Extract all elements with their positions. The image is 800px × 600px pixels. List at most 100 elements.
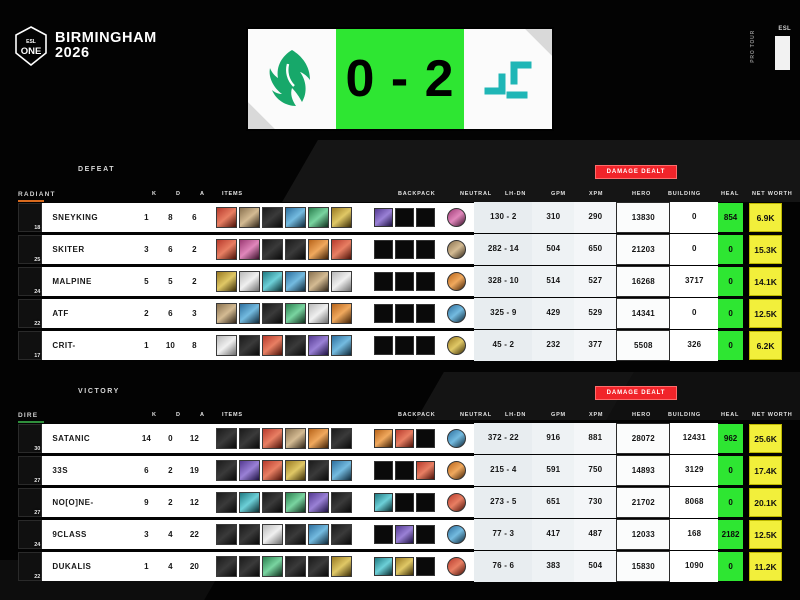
item-slot-icon[interactable] <box>285 524 307 545</box>
item-slot-icon[interactable] <box>331 303 353 324</box>
item-slot-icon[interactable] <box>239 303 261 324</box>
backpack-slot-icon[interactable] <box>416 461 436 480</box>
hero-portrait[interactable]: 25 <box>18 235 43 264</box>
neutral-item-icon[interactable] <box>447 557 467 576</box>
backpack-slot-icon[interactable] <box>416 336 436 355</box>
item-slot-icon[interactable] <box>308 556 330 577</box>
hero-portrait[interactable]: 18 <box>18 203 43 232</box>
item-slot-icon[interactable] <box>331 492 353 513</box>
backpack-slot-icon[interactable] <box>395 208 415 227</box>
item-slot-icon[interactable] <box>262 492 284 513</box>
player-row[interactable]: 27 NO[O]NE- 9 2 12 273 - 5 651 730 21702 8068 0 20.… <box>18 487 782 518</box>
neutral-item-icon[interactable] <box>447 304 467 323</box>
item-slot-icon[interactable] <box>216 556 238 577</box>
player-name[interactable]: ATF <box>52 309 69 318</box>
backpack-slot-icon[interactable] <box>374 461 394 480</box>
neutral-item-icon[interactable] <box>447 208 467 227</box>
neutral-item-slot[interactable] <box>447 208 467 227</box>
item-slot-icon[interactable] <box>285 239 307 260</box>
player-row[interactable]: 22 DUKALIS 1 4 20 76 - 6 383 504 15830 1090 0 11.2K <box>18 551 782 582</box>
neutral-item-icon[interactable] <box>447 272 467 291</box>
neutral-item-slot[interactable] <box>447 272 467 291</box>
item-slot-icon[interactable] <box>331 460 353 481</box>
neutral-item-icon[interactable] <box>447 240 467 259</box>
item-slot-icon[interactable] <box>239 460 261 481</box>
player-row[interactable]: 24 MALPINE 5 5 2 328 - 10 514 527 16268 3717 0 14.1… <box>18 266 782 297</box>
item-slot-icon[interactable] <box>285 492 307 513</box>
item-slot-icon[interactable] <box>308 239 330 260</box>
backpack-slot-icon[interactable] <box>395 461 415 480</box>
backpack-slot-icon[interactable] <box>416 429 436 448</box>
item-slot-icon[interactable] <box>239 239 261 260</box>
item-slot-icon[interactable] <box>331 207 353 228</box>
item-slot-icon[interactable] <box>308 303 330 324</box>
item-slot-icon[interactable] <box>216 428 238 449</box>
hero-portrait[interactable]: 17 <box>18 331 43 360</box>
player-name[interactable]: DUKALIS <box>52 562 92 571</box>
item-slot-icon[interactable] <box>216 271 238 292</box>
player-name[interactable]: CRIT- <box>52 341 76 350</box>
player-row[interactable]: 27 33S 6 2 19 215 - 4 591 750 14893 3129 0 17.4K <box>18 455 782 486</box>
neutral-item-slot[interactable] <box>447 493 467 512</box>
backpack-slot-icon[interactable] <box>395 429 415 448</box>
backpack-slot-icon[interactable] <box>416 493 436 512</box>
player-name[interactable]: MALPINE <box>52 277 92 286</box>
item-slot-icon[interactable] <box>331 524 353 545</box>
item-slot-icon[interactable] <box>239 492 261 513</box>
item-slot-icon[interactable] <box>331 556 353 577</box>
item-slot-icon[interactable] <box>262 271 284 292</box>
item-slot-icon[interactable] <box>262 207 284 228</box>
neutral-item-slot[interactable] <box>447 557 467 576</box>
item-slot-icon[interactable] <box>308 271 330 292</box>
player-name[interactable]: 33S <box>52 466 69 475</box>
backpack-slot-icon[interactable] <box>416 240 436 259</box>
item-slot-icon[interactable] <box>285 207 307 228</box>
item-slot-icon[interactable] <box>239 556 261 577</box>
item-slot-icon[interactable] <box>239 207 261 228</box>
neutral-item-icon[interactable] <box>447 461 467 480</box>
neutral-item-icon[interactable] <box>447 493 467 512</box>
backpack-slot-icon[interactable] <box>374 525 394 544</box>
player-name[interactable]: SNEYKING <box>52 213 99 222</box>
player-name[interactable]: NO[O]NE- <box>52 498 94 507</box>
item-slot-icon[interactable] <box>308 460 330 481</box>
item-slot-icon[interactable] <box>262 303 284 324</box>
item-slot-icon[interactable] <box>308 492 330 513</box>
item-slot-icon[interactable] <box>262 239 284 260</box>
item-slot-icon[interactable] <box>239 524 261 545</box>
player-row[interactable]: 30 SATANIC 14 0 12 372 - 22 916 881 28072 12431 96… <box>18 423 782 454</box>
neutral-item-slot[interactable] <box>447 304 467 323</box>
backpack-slot-icon[interactable] <box>416 525 436 544</box>
item-slot-icon[interactable] <box>331 239 353 260</box>
player-row[interactable]: 24 9CLASS 3 4 22 77 - 3 417 487 12033 168 2182 12.5… <box>18 519 782 550</box>
backpack-slot-icon[interactable] <box>395 272 415 291</box>
neutral-item-icon[interactable] <box>447 525 467 544</box>
hero-portrait[interactable]: 24 <box>18 267 43 296</box>
item-slot-icon[interactable] <box>262 524 284 545</box>
item-slot-icon[interactable] <box>331 271 353 292</box>
backpack-slot-icon[interactable] <box>374 208 394 227</box>
backpack-slot-icon[interactable] <box>416 272 436 291</box>
backpack-slot-icon[interactable] <box>395 557 415 576</box>
backpack-slot-icon[interactable] <box>374 336 394 355</box>
backpack-slot-icon[interactable] <box>395 336 415 355</box>
item-slot-icon[interactable] <box>216 207 238 228</box>
item-slot-icon[interactable] <box>239 335 261 356</box>
item-slot-icon[interactable] <box>239 271 261 292</box>
hero-portrait[interactable]: 22 <box>18 299 43 328</box>
backpack-slot-icon[interactable] <box>395 240 415 259</box>
player-row[interactable]: 22 ATF 2 6 3 325 - 9 429 529 14341 0 0 12.5K <box>18 298 782 329</box>
neutral-item-icon[interactable] <box>447 336 467 355</box>
item-slot-icon[interactable] <box>285 335 307 356</box>
backpack-slot-icon[interactable] <box>374 240 394 259</box>
backpack-slot-icon[interactable] <box>374 304 394 323</box>
item-slot-icon[interactable] <box>308 524 330 545</box>
item-slot-icon[interactable] <box>216 460 238 481</box>
backpack-slot-icon[interactable] <box>395 304 415 323</box>
item-slot-icon[interactable] <box>216 492 238 513</box>
player-name[interactable]: SKITER <box>52 245 85 254</box>
backpack-slot-icon[interactable] <box>374 493 394 512</box>
hero-portrait[interactable]: 30 <box>18 424 43 453</box>
backpack-slot-icon[interactable] <box>416 208 436 227</box>
hero-portrait[interactable]: 22 <box>18 552 43 581</box>
